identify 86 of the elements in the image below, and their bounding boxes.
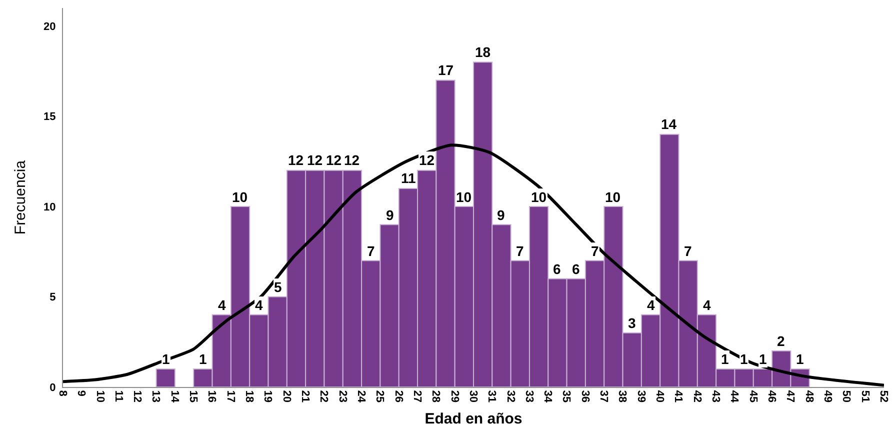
x-tick-label: 30 [466,390,479,402]
data-label: 6 [553,261,561,277]
data-label: 10 [531,189,547,205]
x-tick-label: 21 [298,390,311,402]
data-label: 18 [475,44,491,60]
y-tick-label: 5 [50,292,56,304]
data-label: 10 [456,189,472,205]
x-tick-label: 37 [598,390,610,402]
x-tick-label: 29 [448,390,460,402]
x-tick-label: 43 [709,390,722,402]
x-tick-label: 20 [280,390,292,402]
data-label: 12 [326,152,342,168]
x-tick-label: 25 [374,390,386,402]
data-label: 17 [438,62,454,78]
data-label: 12 [344,152,360,168]
x-tick-label: 22 [318,390,330,402]
x-tick-label: 44 [728,390,740,404]
x-tick-label: 10 [94,390,106,402]
x-tick-label: 33 [522,390,535,402]
x-tick-label: 16 [206,390,218,402]
y-tick-label: 10 [44,201,56,214]
data-label: 9 [386,207,394,223]
x-tick-label: 47 [784,390,796,402]
x-tick-label: 50 [840,390,852,402]
data-label: 12 [307,152,323,168]
x-tick-label: 9 [75,390,88,396]
data-label: 4 [703,297,711,313]
x-tick-label: 39 [634,390,647,402]
x-tick-label: 45 [746,390,759,402]
data-label: 12 [419,152,435,168]
data-label: 10 [232,189,248,205]
x-tick-label: 35 [560,390,572,402]
x-tick-label: 31 [486,390,498,402]
y-axis-title: Frecuencia [12,160,29,235]
data-label: 10 [605,189,621,205]
x-tick-label: 34 [542,390,554,404]
data-label: 6 [572,261,580,277]
x-tick-label: 12 [131,390,144,402]
data-label: 5 [274,279,282,295]
x-tick-label: 40 [654,390,666,402]
x-tick-label: 17 [224,390,236,402]
x-tick-label: 11 [112,390,124,402]
data-label: 7 [684,243,692,259]
x-tick-label: 18 [243,390,256,402]
data-label: 4 [647,297,655,313]
data-label: 7 [591,243,599,259]
x-tick-label: 36 [578,390,591,402]
data-label: 7 [516,243,524,259]
x-axis-title: Edad en años [424,410,522,428]
x-tick-label: 42 [690,390,703,402]
x-tick-label: 49 [821,390,834,402]
x-tick-label: 38 [616,390,628,402]
x-tick-label: 51 [858,390,871,402]
data-label: 1 [740,351,748,367]
x-tick-label: 15 [187,390,200,402]
x-tick-label: 41 [672,390,684,402]
x-tick-label: 46 [765,390,778,402]
x-tick-label: 26 [392,390,404,402]
data-label: 1 [759,351,767,367]
x-tick-label: 23 [336,390,348,402]
data-label: 4 [218,297,226,313]
data-label: 1 [199,351,207,367]
y-tick-label: 0 [50,382,56,394]
data-label: 3 [628,315,636,331]
x-tick-label: 52 [877,390,890,402]
y-tick-label: 20 [44,20,56,33]
data-label: 1 [796,351,804,367]
data-label: 9 [497,207,505,223]
x-tick-label: 28 [430,390,442,402]
x-tick-label: 8 [56,390,68,396]
data-label: 1 [162,351,170,367]
y-tick-label: 15 [44,111,56,124]
data-label: 14 [661,116,677,132]
x-tick-label: 32 [504,390,516,402]
x-tick-label: 48 [802,390,815,402]
data-label: 2 [777,333,785,349]
data-label: 7 [367,243,375,259]
x-tick-label: 24 [354,390,367,404]
data-label: 11 [401,170,416,186]
x-tick-label: 27 [410,390,423,402]
data-label: 12 [288,152,304,168]
x-tick-label: 14 [168,390,180,404]
data-label: 1 [721,351,729,367]
x-tick-label: 13 [150,390,162,402]
x-tick-label: 19 [262,390,274,402]
data-label: 4 [255,297,263,313]
